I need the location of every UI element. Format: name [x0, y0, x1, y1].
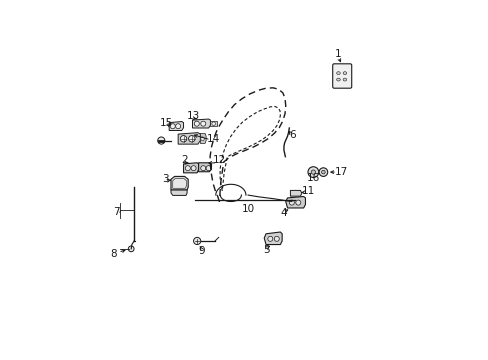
- Polygon shape: [172, 179, 186, 188]
- Text: 8: 8: [110, 248, 117, 258]
- Polygon shape: [210, 121, 217, 126]
- Polygon shape: [183, 163, 198, 173]
- Polygon shape: [290, 190, 301, 196]
- Ellipse shape: [343, 72, 346, 75]
- Circle shape: [193, 237, 201, 244]
- Polygon shape: [264, 232, 282, 244]
- Text: 1: 1: [334, 49, 340, 59]
- Text: 3: 3: [162, 174, 168, 184]
- Polygon shape: [171, 190, 187, 195]
- Circle shape: [128, 246, 134, 252]
- Text: 17: 17: [334, 167, 347, 177]
- Circle shape: [319, 168, 327, 176]
- Circle shape: [185, 166, 190, 171]
- Circle shape: [180, 135, 186, 142]
- Circle shape: [201, 166, 205, 171]
- Circle shape: [175, 124, 180, 129]
- Circle shape: [307, 167, 318, 177]
- Circle shape: [201, 121, 205, 126]
- Circle shape: [289, 200, 294, 205]
- Text: 11: 11: [301, 186, 314, 196]
- Circle shape: [321, 170, 325, 174]
- Polygon shape: [192, 119, 210, 128]
- Text: 16: 16: [306, 173, 319, 183]
- Circle shape: [295, 200, 300, 205]
- Text: 5: 5: [263, 245, 269, 255]
- Circle shape: [170, 124, 175, 129]
- Text: 6: 6: [288, 130, 295, 140]
- Polygon shape: [200, 134, 206, 143]
- Circle shape: [211, 122, 215, 126]
- Polygon shape: [171, 176, 188, 190]
- Circle shape: [267, 236, 272, 241]
- Text: 15: 15: [160, 118, 173, 128]
- FancyBboxPatch shape: [332, 64, 351, 88]
- Text: 7: 7: [113, 207, 119, 217]
- Circle shape: [191, 166, 196, 171]
- Circle shape: [201, 137, 204, 140]
- Text: 12: 12: [212, 155, 225, 165]
- Text: 2: 2: [181, 155, 188, 165]
- Circle shape: [158, 137, 164, 144]
- Text: 13: 13: [186, 111, 200, 121]
- Polygon shape: [169, 122, 183, 131]
- Ellipse shape: [336, 72, 340, 75]
- Text: 10: 10: [241, 204, 254, 214]
- Polygon shape: [285, 197, 305, 208]
- Ellipse shape: [343, 78, 346, 81]
- Polygon shape: [198, 163, 211, 172]
- Circle shape: [194, 121, 199, 126]
- Ellipse shape: [336, 78, 340, 81]
- Text: 4: 4: [280, 208, 286, 218]
- Circle shape: [310, 170, 315, 174]
- Circle shape: [274, 236, 279, 241]
- Text: 9: 9: [198, 246, 204, 256]
- Text: 14: 14: [206, 134, 219, 144]
- Circle shape: [206, 166, 211, 171]
- Polygon shape: [178, 133, 200, 144]
- Circle shape: [188, 135, 195, 142]
